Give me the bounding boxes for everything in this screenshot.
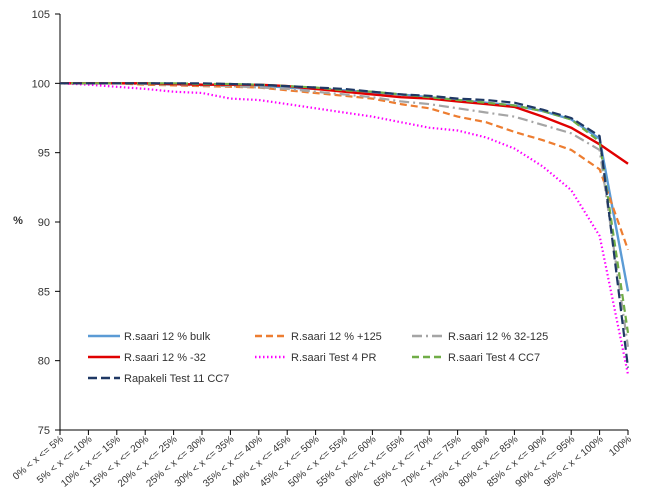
legend-item: R.saari 12 % 32-125 [412, 331, 548, 343]
y-tick-label: 75 [38, 425, 50, 437]
legend-item: R.saari 12 % -32 [88, 352, 206, 364]
series-line-3 [60, 82, 630, 347]
legend-item: R.saari 12 % bulk [88, 331, 211, 343]
legend: R.saari 12 % bulk R.saari 12 % +125 R.saar… [88, 331, 548, 385]
series-line-6 [60, 82, 630, 334]
series-layer [59, 82, 630, 375]
legend-label: R.saari 12 % +125 [291, 331, 382, 343]
y-tick-label: 85 [38, 286, 50, 298]
y-tick-label: 90 [38, 217, 50, 229]
legend-label: R.saari 12 % 32-125 [448, 331, 548, 343]
y-tick-label: 100 [32, 78, 50, 90]
legend-item: R.saari Test 4 PR [255, 352, 376, 364]
legend-label: R.saari 12 % -32 [124, 352, 206, 364]
series-line-7 [60, 82, 630, 368]
plot-frame [59, 14, 628, 431]
legend-item: R.saari 12 % +125 [255, 331, 382, 343]
y-tick-label: 95 [38, 148, 50, 160]
legend-item: R.saari Test 4 CC7 [412, 352, 540, 364]
legend-label: R.saari Test 4 PR [291, 352, 376, 364]
x-tick-label: 100% [607, 434, 634, 459]
legend-item: Rapakeli Test 11 CC7 [88, 373, 229, 385]
x-axis: 0% < x <= 5%5% < x <= 10%10% < x <= 15%1… [11, 430, 634, 490]
legend-label: R.saari Test 4 CC7 [448, 352, 540, 364]
legend-label: Rapakeli Test 11 CC7 [124, 373, 229, 385]
y-axis: 75 80 85 90 95 100 105 [32, 9, 60, 437]
series-line-2 [60, 82, 630, 251]
y-axis-label: % [13, 215, 23, 227]
y-tick-label: 105 [32, 9, 50, 21]
y-tick-label: 80 [38, 356, 50, 368]
series-line-1 [60, 82, 630, 292]
legend-label: R.saari 12 % bulk [124, 331, 211, 343]
